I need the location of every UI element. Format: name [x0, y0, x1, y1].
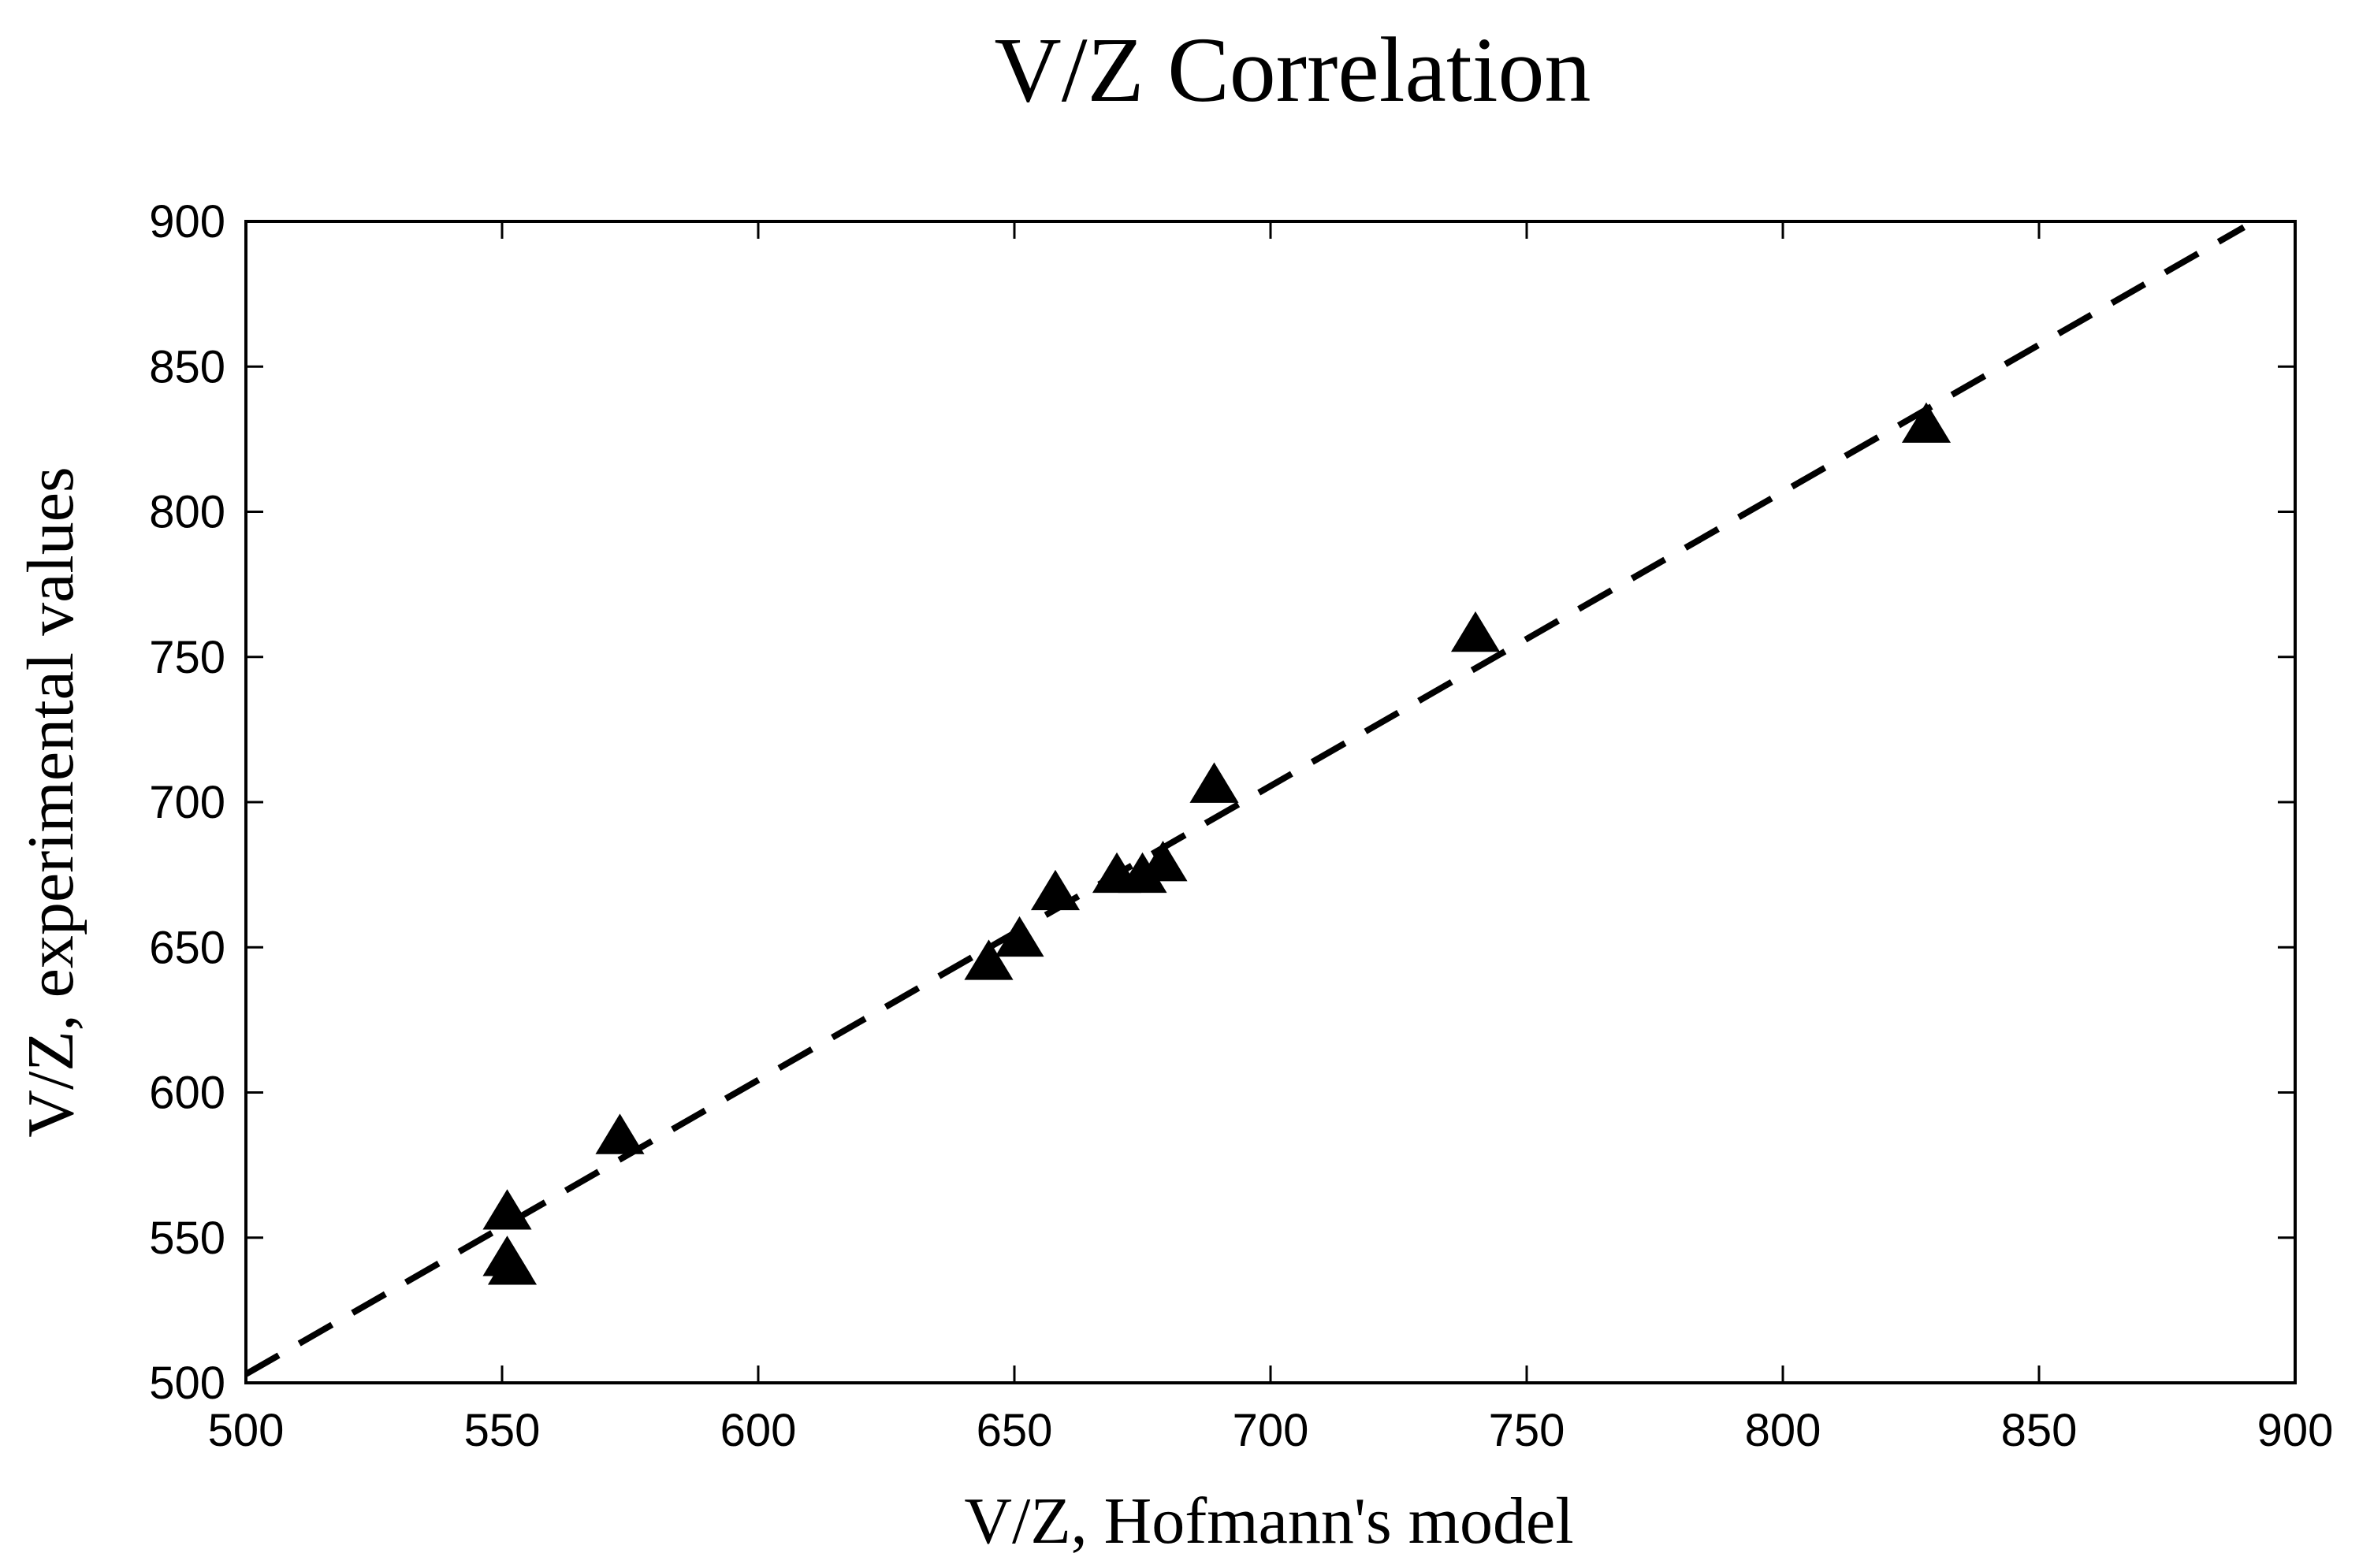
x-tick-label: 800: [1745, 1405, 1821, 1456]
y-tick-label: 650: [149, 922, 225, 973]
data-point-triangle: [487, 1244, 538, 1285]
x-tick-label: 550: [464, 1405, 541, 1456]
y-tick-label: 900: [149, 196, 225, 247]
chart-title: V/Z Correlation: [995, 18, 1591, 121]
data-point-triangle: [1138, 841, 1188, 882]
data-point-triangle: [1030, 869, 1081, 911]
fit-line: [244, 224, 2246, 1377]
x-tick-label: 650: [977, 1405, 1053, 1456]
data-points: [482, 402, 1952, 1285]
y-tick-label: 500: [149, 1358, 225, 1409]
y-tick-label: 850: [149, 341, 225, 392]
data-point-triangle: [595, 1113, 645, 1154]
y-axis-label: V/Z, experimental values: [14, 466, 87, 1137]
x-tick-label: 900: [2257, 1405, 2334, 1456]
y-tick-label: 800: [149, 487, 225, 538]
data-point-triangle: [1118, 852, 1167, 894]
data-point-triangle: [995, 916, 1044, 957]
data-point-triangle: [964, 939, 1014, 980]
data-point-triangle: [1901, 402, 1952, 443]
y-tick-label: 600: [149, 1068, 225, 1119]
y-tick-label: 550: [149, 1213, 225, 1264]
x-tick-label: 700: [1233, 1405, 1309, 1456]
axis-ticks: [244, 220, 2297, 1384]
data-point-triangle: [482, 1189, 532, 1230]
x-tick-label: 600: [720, 1405, 797, 1456]
x-axis-label: V/Z, Hofmann's model: [964, 1484, 1573, 1558]
x-tick-label: 850: [2001, 1405, 2078, 1456]
data-point-triangle: [1189, 762, 1239, 803]
plot-frame: [244, 220, 2297, 1384]
x-tick-label: 500: [208, 1405, 285, 1456]
data-point-triangle: [1450, 611, 1501, 652]
axis-tick-labels: 500 550 600 650 700 750 800 850 900 500 550 600 650 7…: [149, 196, 2333, 1456]
y-tick-label: 700: [149, 777, 225, 828]
y-tick-label: 750: [149, 632, 225, 683]
x-tick-label: 750: [1489, 1405, 1565, 1456]
